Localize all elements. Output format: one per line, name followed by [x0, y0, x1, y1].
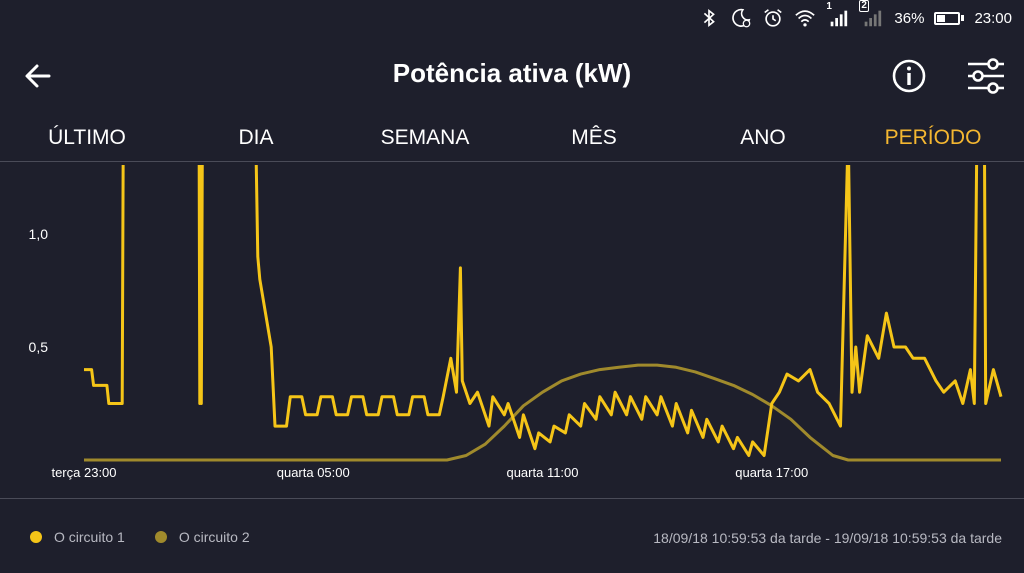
legend-dot-circuito-1 — [30, 531, 42, 543]
legend-item-circuito-1[interactable]: O circuito 1 — [30, 529, 125, 545]
tab-semana[interactable]: SEMANA — [380, 126, 470, 149]
chart-legend: O circuito 1 O circuito 2 — [30, 529, 280, 545]
legend-item-circuito-2[interactable]: O circuito 2 — [154, 529, 250, 545]
tab-periodo[interactable]: PERÍODO — [884, 126, 982, 149]
period-tabs: ÚLTIMO DIA SEMANA MÊS ANO PERÍODO — [0, 118, 1024, 162]
tab-ultimo[interactable]: ÚLTIMO — [48, 126, 126, 149]
filter-sliders-icon — [968, 58, 1004, 94]
y-tick-label: 0,5 — [29, 339, 49, 355]
sim1-label: 1 — [826, 1, 832, 12]
tab-dia[interactable]: DIA — [238, 126, 274, 149]
do-not-disturb-moon-icon — [730, 7, 752, 29]
sim2-label: 2 — [859, 0, 869, 12]
x-axis: terça 23:00 quarta 05:00 quarta 11:00 quart… — [51, 465, 808, 480]
status-time: 23:00 — [974, 9, 1012, 27]
status-bar: 1 2 36% 23:00 — [0, 0, 1024, 36]
signal-sim1-icon: 1 — [826, 1, 850, 29]
battery-icon — [934, 11, 965, 25]
alarm-icon — [762, 7, 784, 29]
period-range: 18/09/18 10:59:53 da tarde - 19/09/18 10… — [653, 530, 1002, 546]
x-tick-label: quarta 11:00 — [506, 465, 578, 480]
legend-dot-circuito-2 — [154, 531, 167, 543]
battery-percent: 36% — [894, 9, 925, 27]
app-bar: Potência ativa (kW) — [0, 44, 1024, 108]
info-icon — [892, 59, 926, 93]
x-tick-label: terça 23:00 — [51, 465, 116, 480]
series-layer — [84, 165, 1003, 462]
battery-fill — [937, 14, 945, 22]
signal-sim2-icon: 2 — [859, 0, 884, 29]
legend-label-circuito-2: O circuito 2 — [178, 529, 250, 545]
y-axis: 0,51,01,52,0 — [29, 226, 49, 355]
info-button[interactable] — [890, 57, 928, 95]
tab-ano[interactable]: ANO — [740, 126, 786, 149]
page-title: Potência ativa (kW) — [392, 58, 632, 88]
tab-mes[interactable]: MÊS — [571, 126, 617, 149]
y-tick-label: 1,0 — [29, 226, 49, 242]
chart-bottom-divider — [0, 498, 1024, 499]
legend-label-circuito-1: O circuito 1 — [54, 529, 125, 545]
bluetooth-icon — [698, 7, 720, 29]
back-button[interactable] — [20, 58, 56, 94]
x-tick-label: quarta 05:00 — [277, 465, 350, 480]
series-line-circuito-1 — [84, 165, 1003, 457]
filter-button[interactable] — [964, 57, 1008, 95]
series-line-circuito-2 — [84, 363, 1001, 462]
back-arrow-icon — [25, 64, 51, 88]
wifi-icon — [794, 7, 816, 29]
x-tick-label: quarta 17:00 — [735, 465, 808, 480]
